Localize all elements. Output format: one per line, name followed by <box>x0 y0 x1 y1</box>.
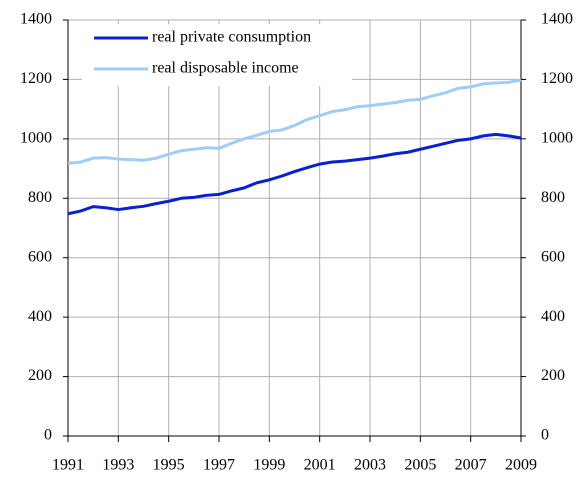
y-tick-label: 0 <box>44 427 52 444</box>
y-tick-label: 1200 <box>20 70 52 87</box>
y2-tick-label: 600 <box>541 248 565 265</box>
y2-tick-label: 0 <box>541 427 549 444</box>
y2-tick-label: 200 <box>541 367 565 384</box>
x-tick-label: 1995 <box>153 457 185 474</box>
x-tick-label: 1997 <box>203 457 235 474</box>
y-tick-label: 800 <box>28 189 52 206</box>
x-tick-label: 2009 <box>505 457 537 474</box>
x-tick-label: 2005 <box>404 457 436 474</box>
legend-label: real private consumption <box>152 29 311 46</box>
legend-label: real disposable income <box>152 60 299 77</box>
x-tick-label: 1993 <box>102 457 134 474</box>
y2-tick-label: 1400 <box>541 11 573 28</box>
y2-tick-label: 800 <box>541 189 565 206</box>
x-tick-label: 2003 <box>354 457 386 474</box>
y-tick-label: 1000 <box>20 130 52 147</box>
y-tick-label: 600 <box>28 248 52 265</box>
y-tick-label: 1400 <box>20 11 52 28</box>
x-tick-label: 2001 <box>304 457 336 474</box>
series-line <box>67 132 522 216</box>
legend-box <box>82 24 352 86</box>
y-tick-label: 400 <box>28 308 52 325</box>
x-tick-label: 1991 <box>52 457 84 474</box>
y2-tick-label: 1200 <box>541 70 573 87</box>
x-tick-label: 2007 <box>455 457 487 474</box>
y-tick-label: 200 <box>28 367 52 384</box>
y2-tick-label: 400 <box>541 308 565 325</box>
y2-tick-label: 1000 <box>541 130 573 147</box>
x-tick-label: 1999 <box>253 457 285 474</box>
series-line <box>67 78 522 165</box>
